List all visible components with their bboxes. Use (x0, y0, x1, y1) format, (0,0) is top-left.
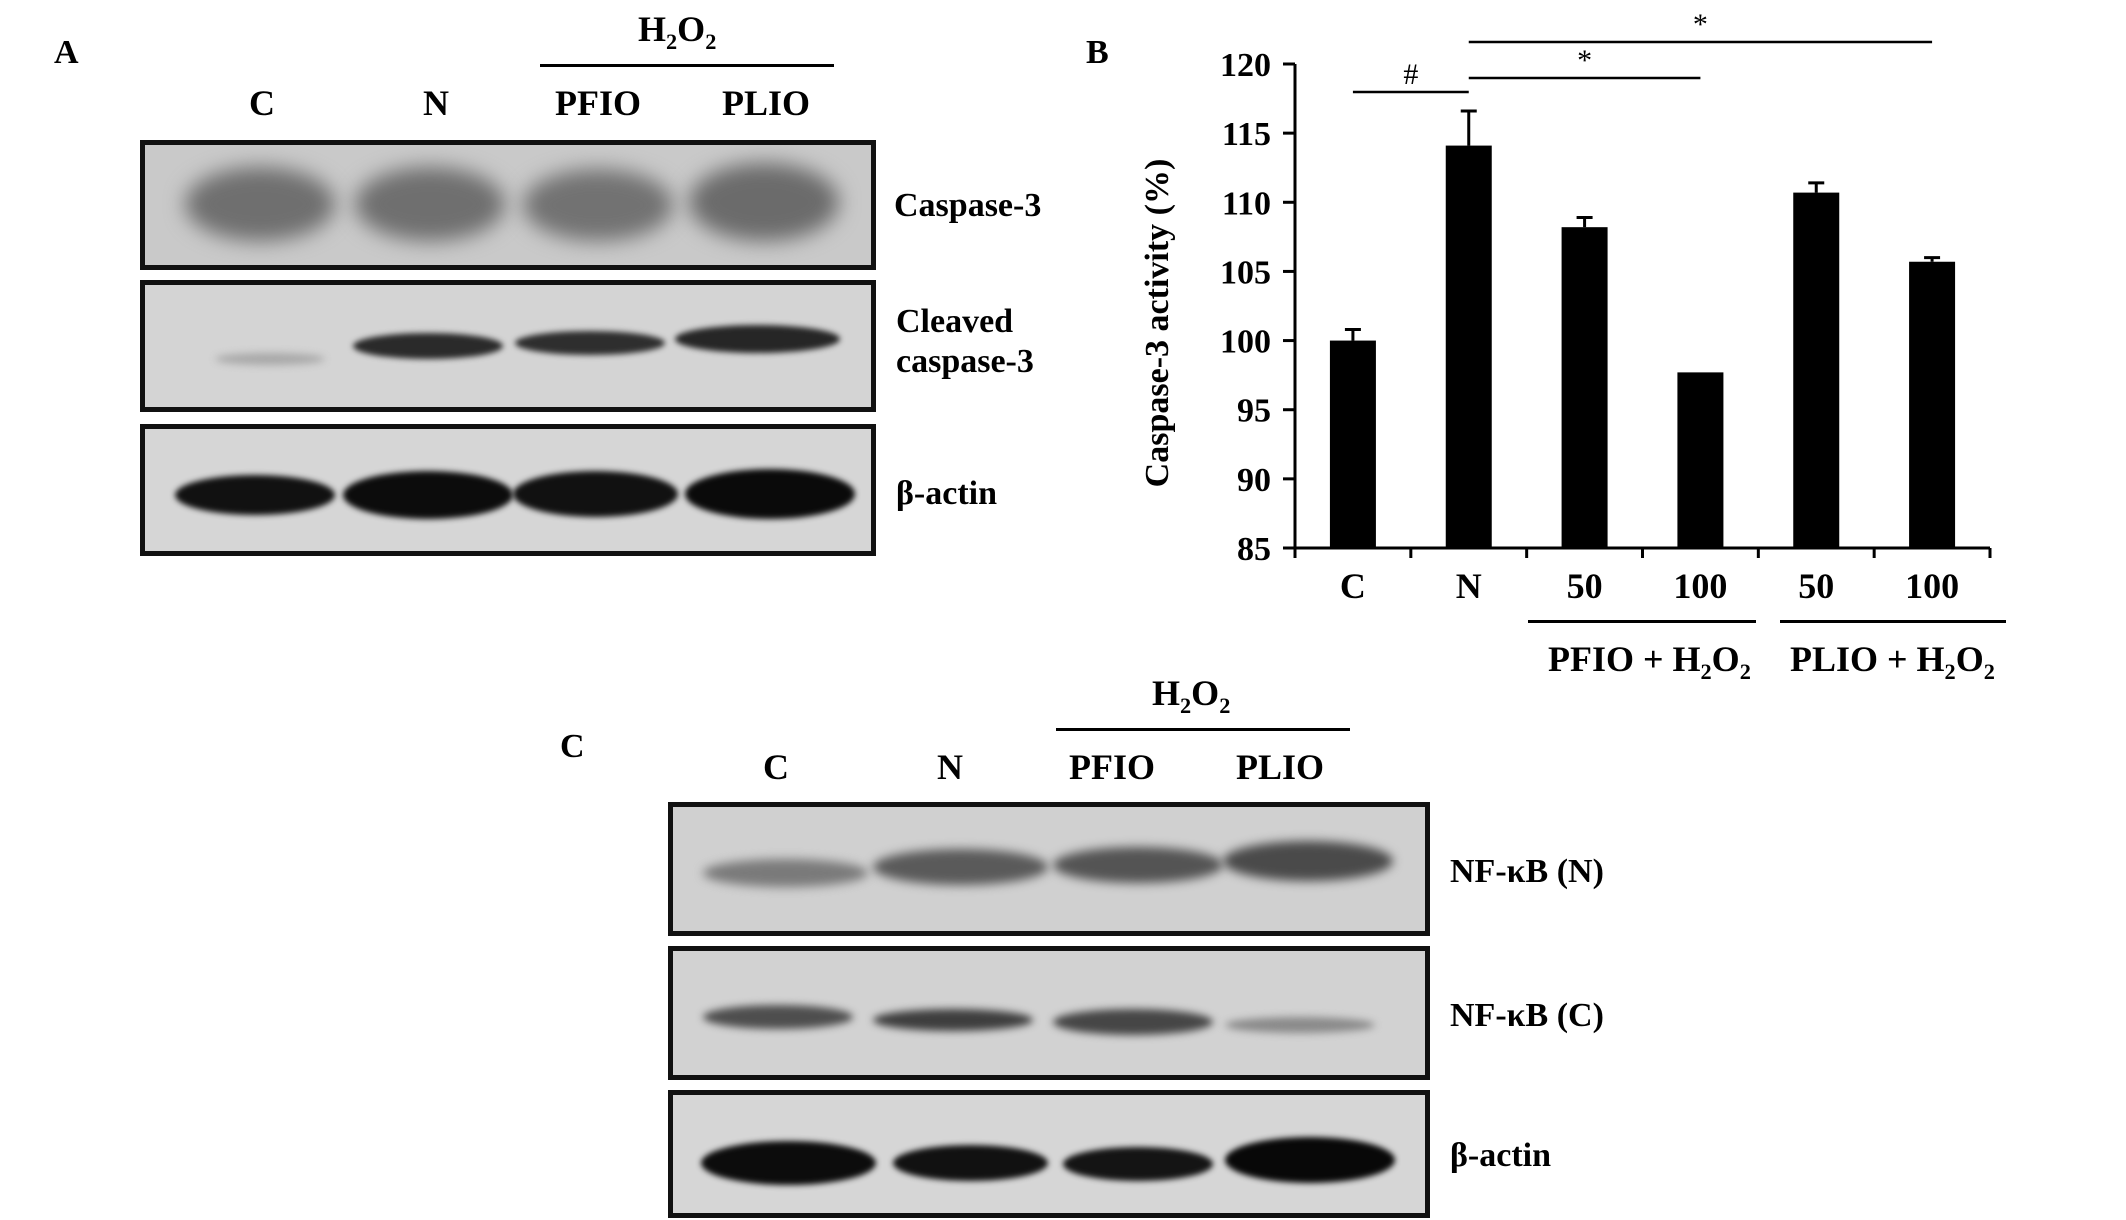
x-tick-label: N (1456, 566, 1482, 606)
panel-a-treatment-line (540, 64, 834, 67)
chart-y-axis-title: Caspase-3 activity (%) (1139, 158, 1176, 488)
panel-c-lane-c: C (763, 747, 789, 787)
group-line-plio (1780, 620, 2006, 623)
bar (1329, 340, 1376, 548)
blot-beta-actin-c (668, 1090, 1430, 1218)
protein-label-nfkb-c: NF-κB (C) (1450, 997, 1604, 1034)
x-tick-label: 100 (1673, 566, 1727, 606)
significance-marker: * (1693, 8, 1708, 41)
panel-c-treatment-line (1056, 728, 1350, 731)
blot-caspase3 (140, 140, 876, 270)
protein-label-beta-actin-a: β-actin (896, 475, 998, 512)
blot-nfkb-nuclear (668, 802, 1430, 936)
band (1053, 1009, 1213, 1035)
x-tick-label: C (1340, 566, 1366, 606)
group-line-pfio (1528, 620, 1756, 623)
panel-a-lane-n: N (423, 83, 449, 123)
x-tick-label: 100 (1905, 566, 1959, 606)
band (1225, 1017, 1375, 1033)
x-tick-label: 50 (1567, 566, 1603, 606)
panel-a-treatment-label: H2O2 (638, 9, 717, 54)
significance-marker: * (1577, 44, 1592, 77)
bar (1677, 372, 1724, 548)
y-tick-label: 105 (1220, 254, 1271, 291)
y-tick-label: 110 (1222, 185, 1271, 222)
band (175, 475, 335, 515)
bar (1561, 227, 1608, 549)
panel-c-lane-n: N (937, 747, 963, 787)
band (1063, 1147, 1213, 1181)
panel-c-lane-pfio: PFIO (1069, 747, 1155, 787)
band (185, 167, 335, 241)
band (675, 325, 840, 353)
blot-nfkb-cytosolic (668, 946, 1430, 1080)
protein-label-cleaved-caspase3: Cleaved caspase-3 (896, 303, 1034, 380)
y-tick-label: 85 (1237, 531, 1271, 568)
band (523, 169, 673, 241)
panel-a-lane-pfio: PFIO (555, 83, 641, 123)
band (873, 1009, 1033, 1031)
band (689, 163, 839, 241)
panel-a-letter: A (54, 34, 79, 71)
y-tick-label: 95 (1237, 393, 1271, 430)
y-tick-label: 115 (1222, 116, 1271, 153)
band (703, 1005, 853, 1029)
band (703, 859, 868, 887)
bar (1793, 192, 1840, 548)
band (515, 331, 665, 355)
significance-marker: # (1403, 58, 1418, 91)
protein-label-beta-actin-c: β-actin (1450, 1137, 1552, 1174)
bar (1445, 145, 1492, 549)
band (701, 1141, 876, 1185)
bar (1909, 261, 1956, 548)
panel-a-lane-c: C (249, 83, 275, 123)
blot-beta-actin-a (140, 424, 876, 556)
blot-cleaved-caspase3 (140, 280, 876, 412)
band (685, 469, 855, 519)
band (1053, 847, 1223, 883)
band (1223, 841, 1393, 881)
band (513, 471, 678, 517)
group-label-plio: PLIO + H2O2 (1790, 639, 1995, 684)
panel-a-lane-plio: PLIO (721, 83, 810, 123)
band (1225, 1137, 1395, 1183)
y-tick-label: 120 (1220, 47, 1271, 84)
caspase3-activity-chart: 85 90 95 100 105 110 115 120 C N 50 100 50 100 # * * (1220, 8, 1992, 606)
protein-label-nfkb-n: NF-κB (N) (1450, 853, 1604, 890)
panel-c-treatment-label: H2O2 (1152, 673, 1231, 718)
band (343, 471, 513, 519)
band (353, 333, 503, 359)
y-tick-label: 100 (1220, 324, 1271, 361)
panel-c-lane-plio: PLIO (1235, 747, 1324, 787)
band (355, 167, 505, 241)
band (215, 353, 325, 365)
group-label-pfio: PFIO + H2O2 (1548, 639, 1751, 684)
x-tick-label: 50 (1798, 566, 1834, 606)
band (873, 849, 1048, 885)
protein-label-caspase3: Caspase-3 (894, 187, 1042, 224)
band (893, 1145, 1048, 1181)
y-tick-label: 90 (1237, 462, 1271, 499)
panel-b-letter: B (1086, 34, 1109, 71)
panel-c-letter: C (560, 728, 585, 765)
